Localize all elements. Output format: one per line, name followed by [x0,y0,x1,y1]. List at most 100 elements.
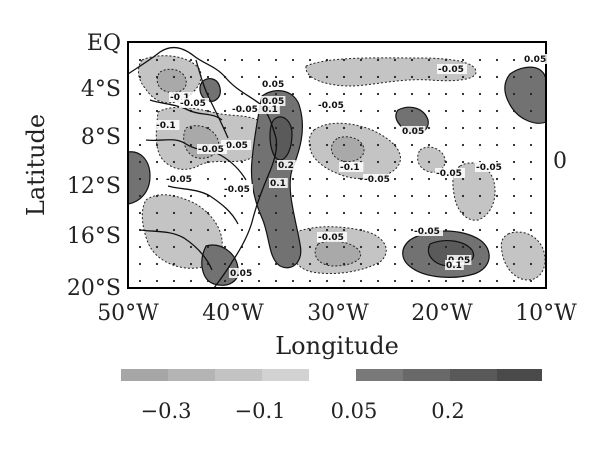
x-tick-label: 30°W [307,301,369,326]
significance-dot [461,109,465,113]
significance-dot [240,58,244,62]
significance-dot [444,211,448,215]
significance-dot [223,177,227,181]
significance-dot [376,228,380,232]
significance-dot [308,143,312,147]
significance-dot [138,126,142,130]
y-tick-label: 4°S [81,77,121,102]
significance-dot [410,58,414,62]
significance-dot [291,194,295,198]
significance-dot [495,58,499,62]
significance-dot [427,92,431,96]
significance-dot [138,160,142,164]
significance-dot [274,75,278,79]
contour-label-background [231,104,261,114]
significance-dot [393,194,397,198]
significance-dot [257,245,261,249]
significance-dot [427,126,431,130]
significance-dot [512,109,516,113]
significance-dot [325,75,329,79]
significance-dot [512,279,516,283]
significance-dot [529,160,533,164]
significance-dot [529,92,533,96]
significance-dot [206,160,210,164]
significance-dot [138,279,142,283]
significance-dot [291,177,295,181]
contour-label: -0.05 [198,145,224,155]
significance-dot [427,194,431,198]
colorbar-swatch-positive [497,369,542,381]
x-axis-title: Longitude [275,332,399,360]
significance-dot [291,143,295,147]
significance-dot [155,109,159,113]
significance-dot [240,177,244,181]
significance-dot [308,262,312,266]
significance-dot [325,109,329,113]
significance-dot [529,228,533,232]
colorbar-label: 0.05 [331,399,378,423]
significance-dot [189,126,193,130]
significance-dot [342,228,346,232]
y-tick-label: 16°S [67,224,121,249]
significance-dot [444,194,448,198]
significance-dot [410,228,414,232]
significance-dot [393,228,397,232]
significance-dot [342,143,346,147]
significance-dot [478,279,482,283]
significance-dot [376,279,380,283]
colorbar-label: −0.3 [141,399,192,423]
significance-dot [427,211,431,215]
significance-dot [138,92,142,96]
significance-dot [529,75,533,79]
colorbar-swatch-negative [215,369,262,381]
significance-dot [410,279,414,283]
significance-dot [342,109,346,113]
significance-dot [240,211,244,215]
significance-dot [410,177,414,181]
significance-dot [529,245,533,249]
significance-dot [359,228,363,232]
significance-dot [529,279,533,283]
significance-dot [206,177,210,181]
contour-label: 0.1 [446,261,462,271]
contour-label: -0.05 [224,185,250,195]
significance-dot [291,228,295,232]
significance-dot [240,92,244,96]
significance-dot [172,228,176,232]
significance-dot [172,75,176,79]
significance-dot [393,126,397,130]
colorbar-swatch-positive [356,369,403,381]
significance-dot [206,228,210,232]
significance-dot [138,262,142,266]
significance-dot [461,126,465,130]
significance-dot [138,177,142,181]
significance-dot [359,245,363,249]
significance-dot [461,211,465,215]
significance-dot [461,92,465,96]
significance-dot [155,279,159,283]
colorbar-swatch-negative [121,369,168,381]
significance-dot [376,92,380,96]
significance-dot [325,126,329,130]
significance-dot [291,92,295,96]
significance-dot [410,160,414,164]
significance-dot [359,143,363,147]
significance-dot [223,109,227,113]
significance-dot [274,211,278,215]
significance-dot [308,177,312,181]
colorbar: −0.3 −0.1 0.05 0.2 [121,369,542,423]
neg-region-brazil-south [141,194,223,269]
pos-region-nw-small [199,78,221,102]
significance-dot [342,177,346,181]
y-axis: EQ 4°S 8°S 12°S 16°S 20°S Latitude [22,31,121,301]
contour-label-background [437,64,467,74]
significance-dot [342,262,346,266]
significance-dot [155,211,159,215]
significance-dot [172,262,176,266]
significance-dot [359,262,363,266]
colorbar-swatch-negative [168,369,215,381]
significance-dot [189,211,193,215]
significance-dot [257,211,261,215]
contour-label-background [179,98,209,108]
significance-dot [478,75,482,79]
